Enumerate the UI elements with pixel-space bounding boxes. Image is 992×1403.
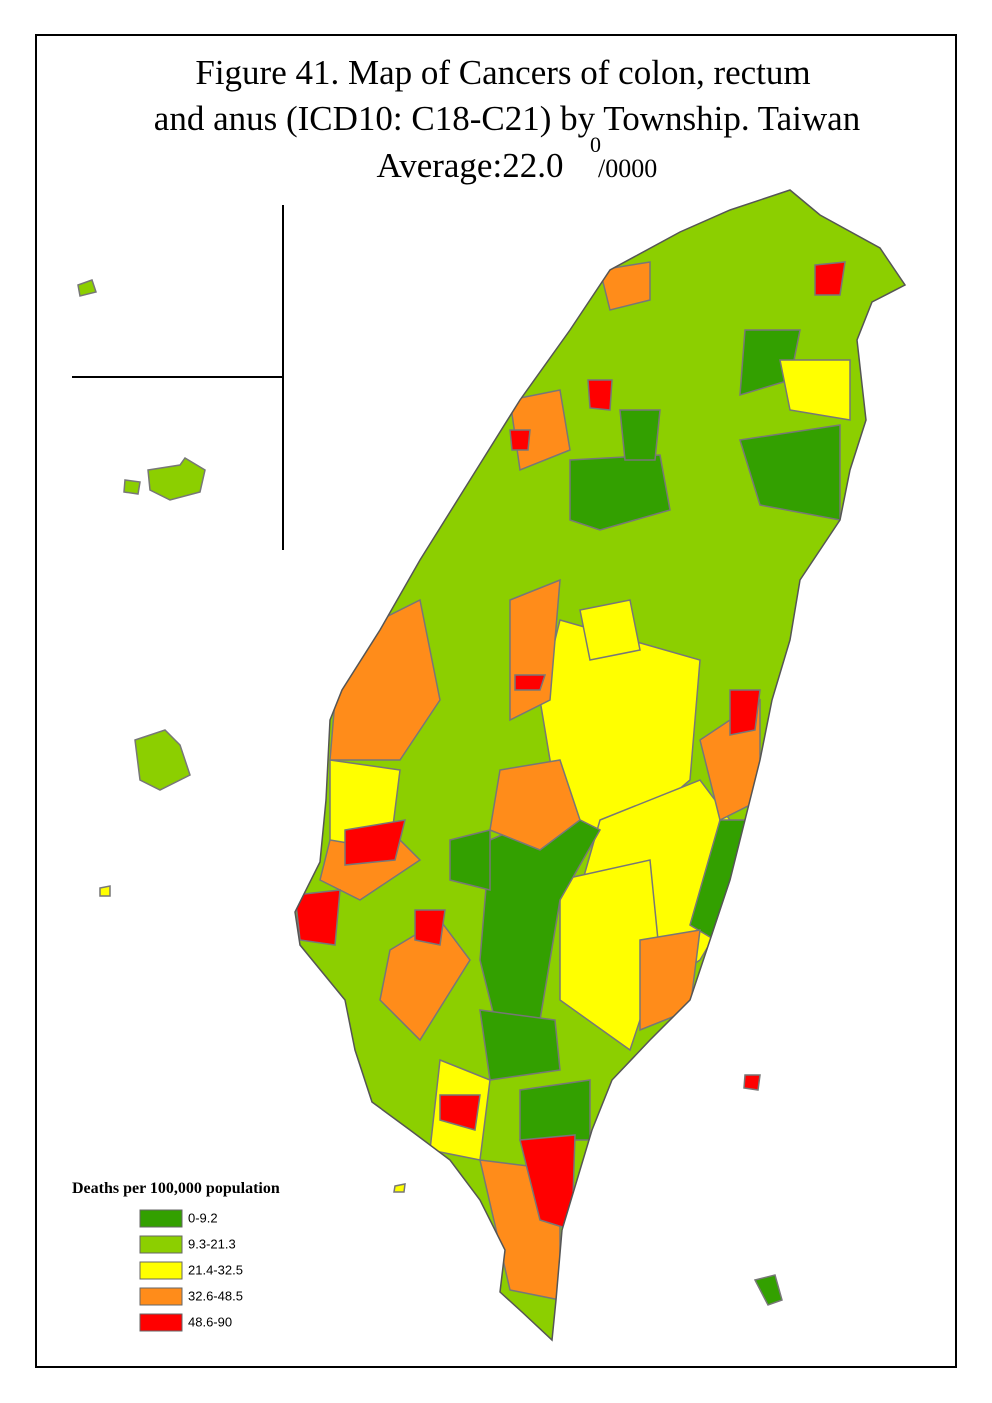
township-region — [509, 429, 531, 451]
taiwan-outline — [294, 189, 907, 1342]
township-region — [295, 889, 341, 946]
island — [77, 279, 97, 297]
title-line: and anus (ICD10: C18-C21) by Township. T… — [154, 99, 860, 138]
legend-swatch — [139, 1209, 183, 1228]
taiwan-map — [295, 190, 905, 1340]
township-region — [779, 359, 851, 421]
legend-label: 9.3-21.3 — [188, 1236, 236, 1251]
township-region — [479, 1009, 561, 1081]
township-region — [449, 829, 491, 891]
legend-title: Deaths per 100,000 population — [72, 1180, 280, 1197]
legend-label: 32.6-48.5 — [188, 1288, 243, 1303]
legend-label: 0-9.2 — [188, 1210, 218, 1225]
township-region — [639, 929, 701, 1032]
island — [99, 885, 111, 897]
legend-label: 48.6-90 — [188, 1314, 232, 1329]
township-region — [439, 1094, 481, 1131]
township-region — [619, 409, 661, 461]
island — [147, 457, 206, 501]
legend-swatch — [139, 1235, 183, 1254]
township-region — [489, 759, 581, 851]
township-region — [519, 1079, 591, 1141]
title-superscript: 0 — [590, 132, 601, 157]
island — [134, 729, 191, 791]
township-region — [579, 599, 641, 661]
legend-swatch — [139, 1287, 183, 1306]
title-unit: /0000 — [598, 154, 657, 183]
legend-swatch — [139, 1261, 183, 1280]
island — [123, 479, 141, 495]
township-region — [514, 674, 547, 691]
township-region — [587, 379, 613, 411]
legend: 0-9.2 9.3-21.3 21.4-32.5 32.6-48.5 48.6-90 — [139, 1209, 243, 1332]
township-region — [344, 819, 407, 866]
township-region — [729, 689, 761, 736]
title-average: Average:22.0 — [377, 146, 564, 185]
frame — [35, 34, 957, 1368]
township-region — [814, 261, 846, 296]
island — [753, 1274, 783, 1306]
township-region — [414, 909, 446, 946]
island — [743, 1074, 761, 1091]
legend-label: 21.4-32.5 — [188, 1262, 243, 1277]
title-line: Figure 41. Map of Cancers of colon, rect… — [195, 53, 810, 92]
legend-swatch — [139, 1313, 183, 1332]
island — [393, 1183, 406, 1193]
township-region — [599, 261, 651, 311]
